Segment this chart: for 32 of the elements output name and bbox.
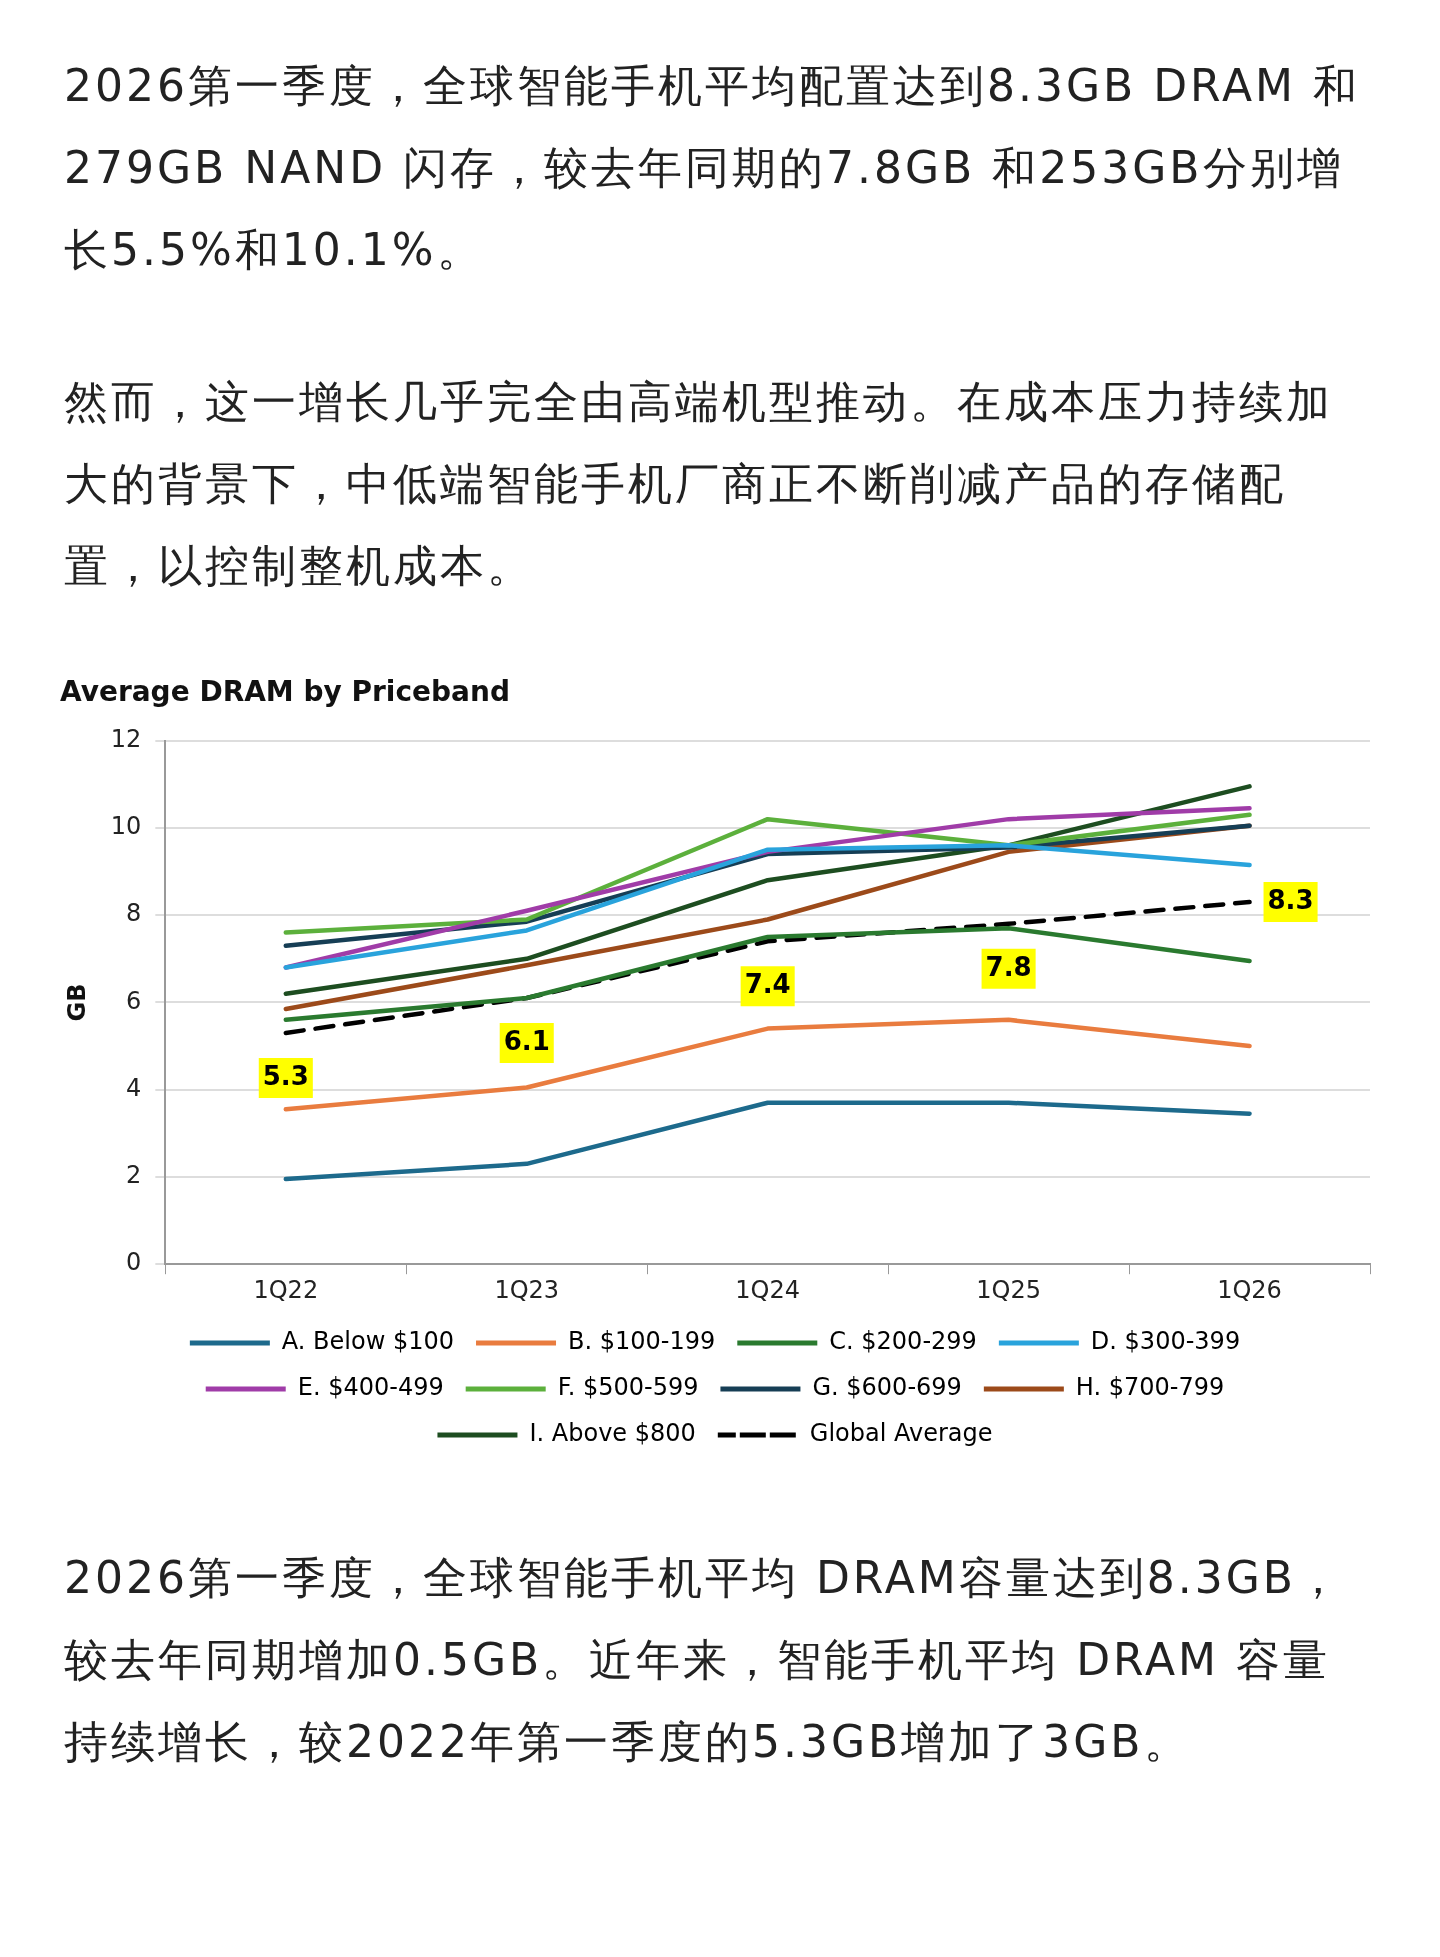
legend-label: H. $700-799 — [1075, 1373, 1225, 1402]
legend-label: F. $500-599 — [557, 1373, 699, 1402]
text: 2026第一季度，全球智能手机平均 DRAM容量达到8.3GB，较去年同期增加0.5GB。近年来，智能手机平均 DRAM 容量持续增长，较2022年第一季度的5.3GB增加了3GB。 — [64, 1551, 1344, 1769]
legend-label: B. $100-199 — [568, 1327, 716, 1356]
y-tick-label: 10 — [110, 812, 142, 841]
y-tick-label: 4 — [126, 1073, 142, 1102]
data-label: 7.4 — [744, 969, 791, 1000]
legend-label: A. Below $100 — [281, 1327, 455, 1356]
x-tick-label: 1Q23 — [494, 1275, 560, 1304]
legend-label: G. $600-699 — [812, 1373, 962, 1402]
data-label: 6.1 — [503, 1025, 550, 1056]
legend-label: D. $300-399 — [1090, 1327, 1241, 1356]
x-tick-label: 1Q25 — [976, 1275, 1041, 1304]
legend-label: E. $400-499 — [297, 1373, 444, 1402]
legend-label: I. Above $800 — [529, 1419, 696, 1448]
y-tick-label: 12 — [110, 724, 142, 753]
data-label: 7.8 — [985, 951, 1032, 982]
legend-label: C. $200-299 — [829, 1327, 977, 1356]
y-tick-label: 6 — [126, 986, 142, 1015]
y-axis-title: GB — [62, 983, 91, 1022]
y-tick-label: 2 — [126, 1161, 142, 1190]
y-tick-label: 0 — [126, 1248, 142, 1277]
x-tick-label: 1Q22 — [253, 1275, 319, 1304]
text: 2026第一季度，全球智能手机平均配置达到8.3GB DRAM 和279GB NAND 闪存，较去年同期的7.8GB 和253GB分别增长5.5%和10.1%。 — [64, 59, 1361, 277]
x-tick-label: 1Q24 — [735, 1275, 801, 1304]
data-label: 8.3 — [1267, 884, 1314, 915]
chart-title: Average DRAM by Priceband — [60, 675, 510, 709]
y-tick-label: 8 — [126, 899, 142, 928]
x-tick-label: 1Q26 — [1217, 1275, 1282, 1304]
data-label: 5.3 — [262, 1060, 309, 1091]
legend-label: Global Average — [809, 1419, 993, 1448]
text: 然而，这一增长几乎完全由高端机型推动。在成本压力持续加大的背景下，中低端智能手机厂商正不断削减产品的存储配置，以控制整机成本。 — [64, 375, 1334, 593]
